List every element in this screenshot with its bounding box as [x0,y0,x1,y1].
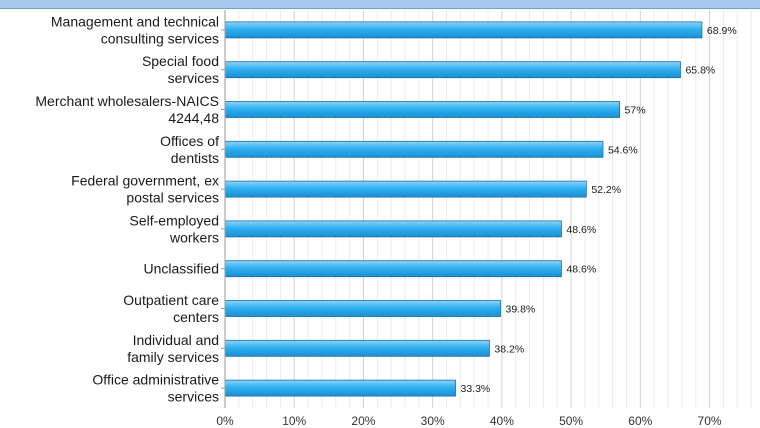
category-label: Unclassified [144,261,219,277]
bar [224,339,490,357]
bar [224,61,681,79]
category-label: consulting services [101,30,219,46]
data-label: 39.8% [505,304,535,316]
x-tick-label: 20% [351,414,375,428]
data-label: 52.2% [591,184,621,196]
category-label: Federal government, ex [71,173,219,189]
data-label: 65.8% [685,65,715,77]
bar [224,260,562,278]
category-label: Individual and [133,332,219,348]
category-label: Merchant wholesalers-NAICS [35,93,219,109]
category-label: Special food [142,53,219,69]
category-label: Management and technical [51,13,219,29]
bar [224,220,562,238]
category-label: dentists [171,150,219,166]
category-label: services [168,389,219,405]
category-label: Offices of [160,133,219,149]
x-tick-label: 30% [421,414,445,428]
category-label: Office administrative [92,372,219,388]
x-tick-label: 60% [628,414,652,428]
category-label: workers [169,229,219,245]
x-tick-label: 70% [698,414,722,428]
data-label: 57% [625,105,646,117]
x-tick-label: 10% [282,414,306,428]
chart-header-strip [0,0,760,9]
bar [224,21,703,39]
category-label: services [168,70,219,86]
category-label: 4244,48 [168,110,219,126]
data-label: 48.6% [566,264,596,276]
bar [224,180,587,198]
x-tick-label: 40% [490,414,514,428]
data-label: 68.9% [707,25,737,37]
bar [224,300,501,317]
category-label: family services [127,349,219,365]
labels: 68.9% Management and technicalconsulting … [35,13,736,428]
category-label: postal services [126,190,219,206]
data-label: 33.3% [461,383,491,395]
bar [224,140,604,158]
bar [224,379,456,397]
category-label: Self-employed [130,212,220,228]
bars [224,21,703,397]
data-label: 38.2% [494,343,524,355]
x-tick-label: 0% [216,414,234,428]
category-label: Outpatient care [123,292,219,308]
data-label: 48.6% [566,224,596,236]
data-label: 54.6% [608,144,638,156]
category-label: centers [173,309,219,325]
x-tick-label: 50% [559,414,583,428]
bar [224,101,620,118]
